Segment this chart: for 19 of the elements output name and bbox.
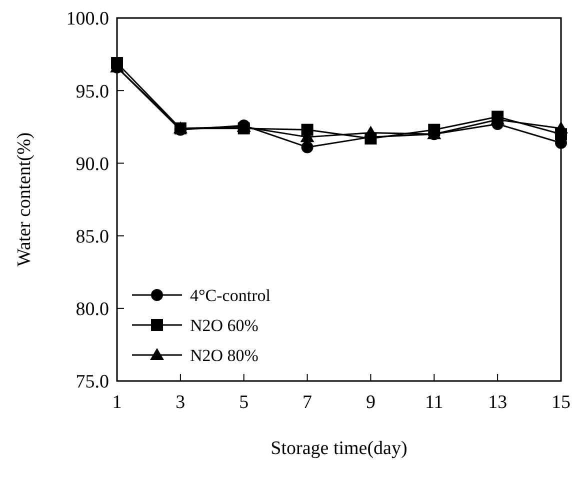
x-tick-label: 15 [552,392,570,413]
legend-label: N2O 80% [190,346,258,365]
y-tick-label: 80.0 [76,299,109,320]
x-tick-label: 9 [366,392,376,413]
y-axis-title: Water content(%) [14,132,35,267]
y-tick-label: 90.0 [76,154,109,175]
y-tick-label: 75.0 [76,372,109,393]
y-tick-label: 85.0 [76,226,109,248]
x-axis-title: Storage time(day) [270,438,408,459]
legend-label: 4°C-control [190,286,271,305]
x-tick-label: 1 [112,392,122,413]
x-tick-label: 11 [424,392,444,413]
x-tick-label: 13 [488,392,508,413]
x-tick-label: 5 [239,392,249,413]
y-tick-label: 100.0 [66,8,109,30]
x-tick-label: 7 [302,392,312,413]
legend-label: N2O 60% [190,316,258,335]
x-tick-label: 3 [176,392,186,413]
y-tick-label: 95.0 [76,81,109,102]
